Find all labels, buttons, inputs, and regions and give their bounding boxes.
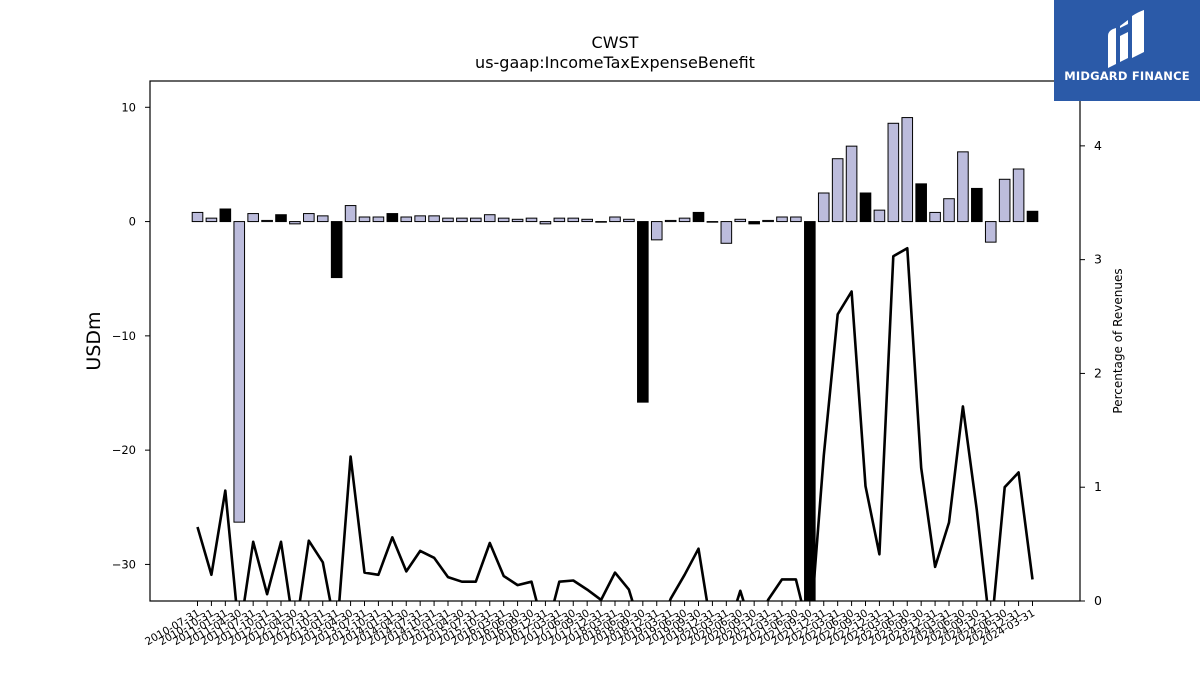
right-axis: 0 1 2 3 4	[1080, 138, 1102, 608]
bar-26	[553, 217, 566, 223]
bar-53	[929, 211, 941, 223]
bar-18	[442, 217, 454, 223]
bar-28	[581, 218, 593, 223]
bar-57	[984, 221, 997, 243]
bars-layer	[191, 117, 1039, 602]
bar-39	[734, 218, 747, 223]
plot-frame	[149, 80, 1081, 602]
y2-axis-label: Percentage of Revenues	[1111, 268, 1125, 413]
bar-44	[804, 221, 816, 602]
bar-60	[1026, 210, 1039, 223]
bar-17	[428, 215, 440, 223]
bar-59	[1012, 168, 1025, 223]
bar-13	[372, 216, 385, 223]
bar-15	[400, 216, 413, 223]
bar-38	[720, 221, 733, 244]
bar-5	[261, 219, 273, 223]
bar-0	[191, 211, 204, 223]
y-axis-label: USDm	[83, 311, 105, 370]
line-layer	[196, 247, 1034, 601]
bar-58	[998, 178, 1011, 223]
bar-35	[678, 217, 691, 223]
bar-45	[817, 192, 830, 223]
bar-43	[790, 216, 802, 223]
bar-51	[901, 117, 914, 223]
bar-6	[275, 214, 287, 223]
bar-48	[859, 192, 872, 223]
bar-52	[915, 183, 927, 223]
y2-tick-label-0: 0	[1094, 593, 1102, 608]
bar-8	[303, 213, 315, 223]
bar-9	[316, 215, 329, 223]
bar-12	[358, 216, 371, 223]
y2-tick-label-3: 3	[1094, 252, 1102, 267]
bar-47	[845, 145, 858, 223]
bar-54	[943, 198, 955, 223]
left-axis: 10 0 −10 −20 −30	[112, 100, 150, 571]
bar-10	[330, 221, 343, 279]
bar-27	[567, 217, 580, 223]
bar-36	[692, 211, 705, 223]
bar-56	[971, 187, 983, 223]
bar-29	[595, 221, 607, 223]
bar-20	[470, 217, 482, 223]
bar-50	[887, 122, 900, 223]
y2-tick-label-1: 1	[1094, 479, 1102, 494]
bar-30	[609, 216, 621, 223]
bar-23	[511, 218, 524, 223]
bar-49	[873, 209, 886, 223]
bar-40	[748, 221, 760, 225]
y2-tick-label-4: 4	[1094, 138, 1102, 153]
y-tick-label-4: −30	[112, 557, 136, 571]
bar-19	[456, 217, 468, 223]
bar-3	[233, 221, 246, 523]
bar-4	[247, 213, 259, 223]
chart-title: CWST	[591, 33, 639, 52]
bar-14	[386, 213, 399, 223]
midgard-logo-icon	[1108, 10, 1144, 68]
y2-tick-label-2: 2	[1094, 365, 1102, 380]
bar-16	[414, 215, 426, 223]
bar-31	[623, 218, 635, 223]
y-tick-label-2: −10	[112, 329, 136, 343]
bar-32	[637, 221, 649, 403]
x-axis: 2010-07-312010-10-312011-01-312011-04-30…	[143, 601, 1037, 648]
bar-21	[483, 214, 496, 223]
bar-42	[776, 216, 788, 223]
y-tick-label-3: −20	[112, 443, 136, 457]
brand-logo: MIDGARD FINANCE	[1054, 0, 1200, 101]
chart-subtitle: us-gaap:IncomeTaxExpenseBenefit	[475, 53, 755, 72]
bar-55	[957, 151, 969, 223]
bar-1	[205, 217, 218, 223]
y-tick-label-0: 10	[121, 100, 136, 114]
bar-34	[664, 219, 677, 223]
bar-2	[219, 208, 232, 223]
y-tick-label-1: 0	[129, 215, 136, 229]
bar-25	[539, 221, 552, 225]
bar-24	[525, 217, 538, 223]
bar-37	[706, 221, 719, 223]
logo-text: MIDGARD FINANCE	[1064, 69, 1190, 83]
bar-22	[497, 217, 510, 223]
bar-33	[650, 221, 663, 241]
bar-11	[344, 205, 357, 223]
bar-46	[831, 158, 844, 223]
revenue-percentage-line	[196, 247, 1034, 601]
bar-7	[289, 221, 301, 225]
bar-41	[762, 219, 774, 223]
